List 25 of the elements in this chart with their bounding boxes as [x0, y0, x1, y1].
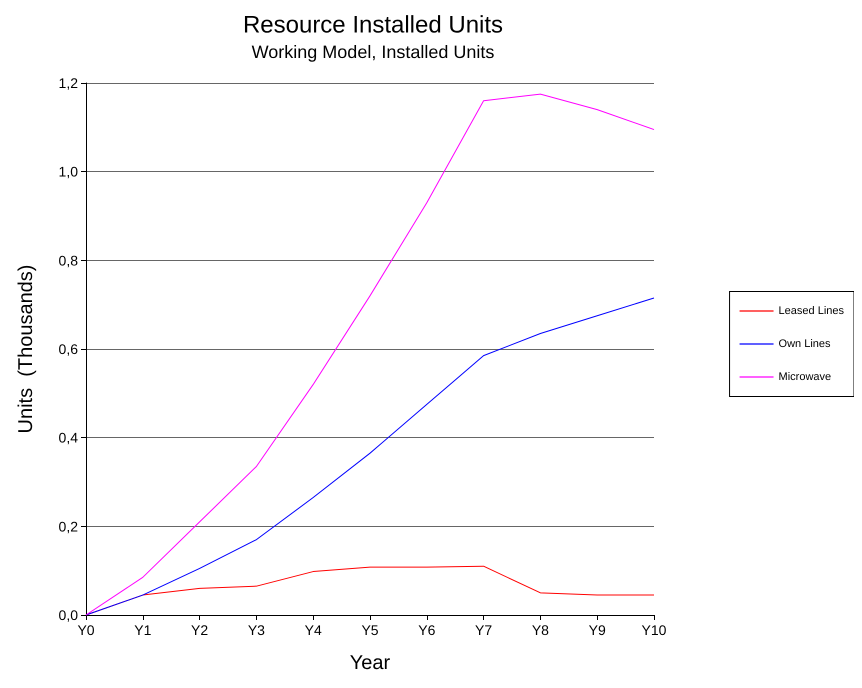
legend-label: Microwave	[778, 371, 832, 383]
y-tick-label: 0,8	[58, 252, 78, 268]
legend-label: Leased Lines	[778, 305, 844, 317]
chart-title: Resource Installed Units	[242, 12, 504, 38]
legend-label: Own Lines	[778, 338, 832, 350]
x-tick-label: Y6	[418, 622, 436, 638]
x-tick-label: Y2	[191, 622, 208, 638]
y-tick-label: 1,2	[58, 75, 78, 91]
chart-subtitle: Working Model, Installed Units	[252, 42, 494, 62]
y-tick-label: 0,2	[58, 518, 78, 534]
x-tick-label: Y3	[248, 622, 266, 638]
x-tick-label: Y1	[134, 622, 152, 638]
y-tick-label: 0,4	[58, 430, 78, 446]
x-axis-title: Year	[350, 652, 391, 674]
x-tick-label: Y5	[361, 622, 379, 638]
x-tick-label: Y4	[304, 622, 322, 638]
y-tick-label: 0,6	[58, 341, 78, 357]
x-tick-label: Y9	[588, 622, 606, 638]
y-tick-label: 0,0	[58, 607, 78, 623]
y-axis-title: Units (Thousands)	[15, 264, 37, 434]
y-tick-label: 1,0	[58, 164, 78, 180]
x-tick-label: Y7	[475, 622, 492, 638]
x-tick-label: Y0	[77, 622, 95, 638]
x-tick-label: Y8	[532, 622, 550, 638]
x-tick-label: Y10	[642, 622, 667, 638]
